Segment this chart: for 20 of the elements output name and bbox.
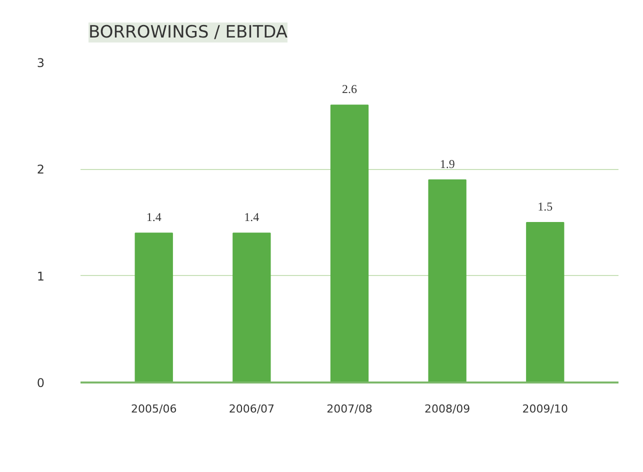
bar	[232, 232, 271, 382]
bar	[526, 222, 564, 382]
y-tick-label: 2	[36, 162, 45, 177]
bar	[134, 232, 173, 382]
data-label: 1.5	[538, 200, 553, 214]
data-label: 1.9	[440, 156, 455, 171]
data-label: 1.4	[146, 210, 162, 224]
data-label: 1.4	[244, 210, 260, 224]
x-tick-label: 2005/06	[131, 402, 177, 416]
y-tick-label: 0	[36, 376, 45, 390]
y-tick-label: 3	[36, 56, 45, 70]
x-tick-label: 2009/10	[522, 402, 568, 416]
chart-title: BORROWINGS / EBITDA	[88, 22, 288, 42]
x-tick-label: 2008/09	[424, 402, 470, 416]
y-tick-label: 1	[36, 269, 45, 284]
bar	[330, 104, 369, 382]
x-tick-label: 2007/08	[326, 402, 372, 416]
data-label: 2.6	[342, 82, 357, 96]
x-tick-label: 2006/07	[228, 402, 275, 416]
bar	[428, 179, 466, 382]
